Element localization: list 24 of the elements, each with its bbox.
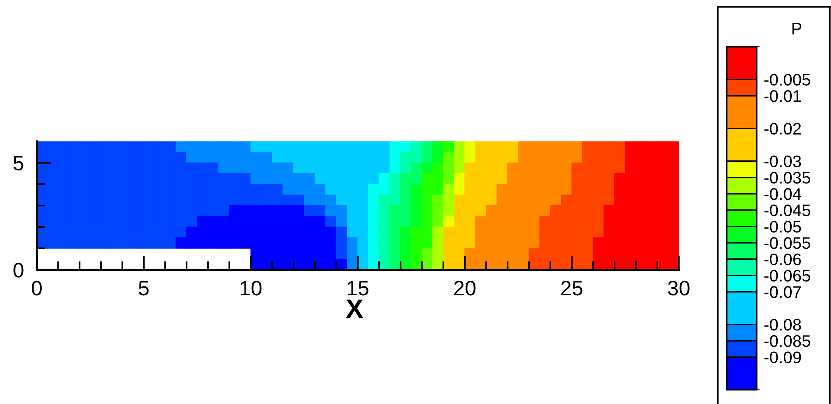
color-bar-label: -0.06 bbox=[764, 254, 802, 266]
x-tick-label: 20 bbox=[454, 280, 476, 296]
color-bar-label: -0.08 bbox=[764, 319, 802, 331]
color-bar-label: -0.05 bbox=[764, 221, 802, 233]
x-tick-label: 0 bbox=[32, 280, 42, 296]
color-bar-label: -0.09 bbox=[764, 352, 802, 364]
color-bar-label: -0.005 bbox=[764, 74, 811, 86]
color-bar-label: -0.065 bbox=[764, 270, 811, 282]
x-tick-label: 30 bbox=[668, 280, 690, 296]
x-tick-label: 25 bbox=[561, 280, 583, 296]
color-bar-label: -0.02 bbox=[764, 123, 802, 135]
color-bar-label: -0.03 bbox=[764, 156, 802, 168]
color-bar-label: -0.045 bbox=[764, 204, 811, 217]
color-bar-title: P bbox=[792, 23, 802, 35]
color-bar-label: -0.01 bbox=[764, 90, 802, 102]
x-tick-label: 5 bbox=[139, 281, 149, 296]
color-bar-label: -0.035 bbox=[764, 172, 811, 184]
color-bar-label: -0.07 bbox=[764, 286, 802, 298]
color-bar-label: -0.085 bbox=[764, 335, 811, 348]
x-axis-title: X bbox=[346, 300, 364, 318]
x-tick-label: 10 bbox=[241, 280, 262, 296]
color-bar-label: -0.04 bbox=[764, 188, 802, 200]
x-tick-label: 15 bbox=[348, 281, 369, 296]
color-bar-label: -0.055 bbox=[764, 237, 811, 250]
